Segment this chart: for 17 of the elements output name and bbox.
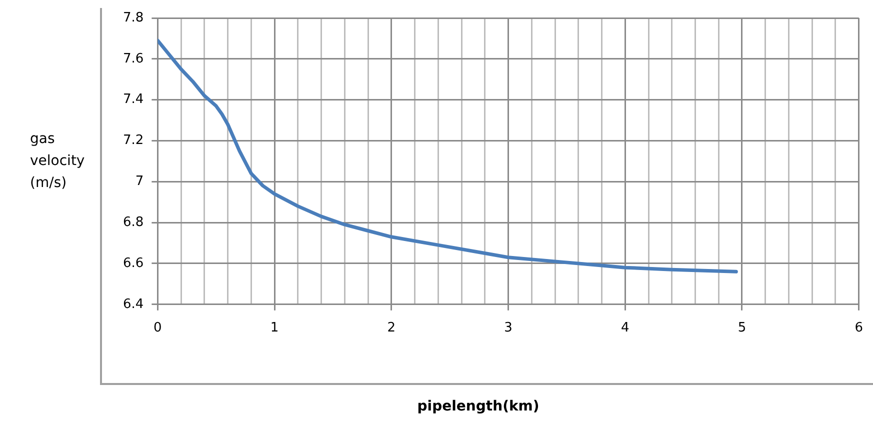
x-axis-title: pipelength(km) xyxy=(417,398,540,415)
y-tick-label: 7.4 xyxy=(122,92,144,108)
x-tick-label: 1 xyxy=(270,320,279,336)
y-axis-title: gas velocity (m/s) xyxy=(30,130,85,191)
y-tick-label: 6.4 xyxy=(122,296,144,312)
x-tick-label: 4 xyxy=(620,320,630,336)
x-tick-label: 2 xyxy=(387,320,396,336)
y-tick-label: 6.6 xyxy=(122,256,144,271)
x-tick-label: 5 xyxy=(738,320,746,336)
y-tick-label: 6.8 xyxy=(122,214,144,230)
y-tick-label: 7.6 xyxy=(122,51,144,66)
y-tick-label: 7.2 xyxy=(122,133,144,148)
y-tick-label: 7 xyxy=(135,174,144,190)
x-tick-label: 6 xyxy=(854,320,864,336)
x-tick-label: 0 xyxy=(154,320,162,336)
y-tick-label: 7.8 xyxy=(122,10,144,26)
x-tick-label: 3 xyxy=(504,320,512,336)
